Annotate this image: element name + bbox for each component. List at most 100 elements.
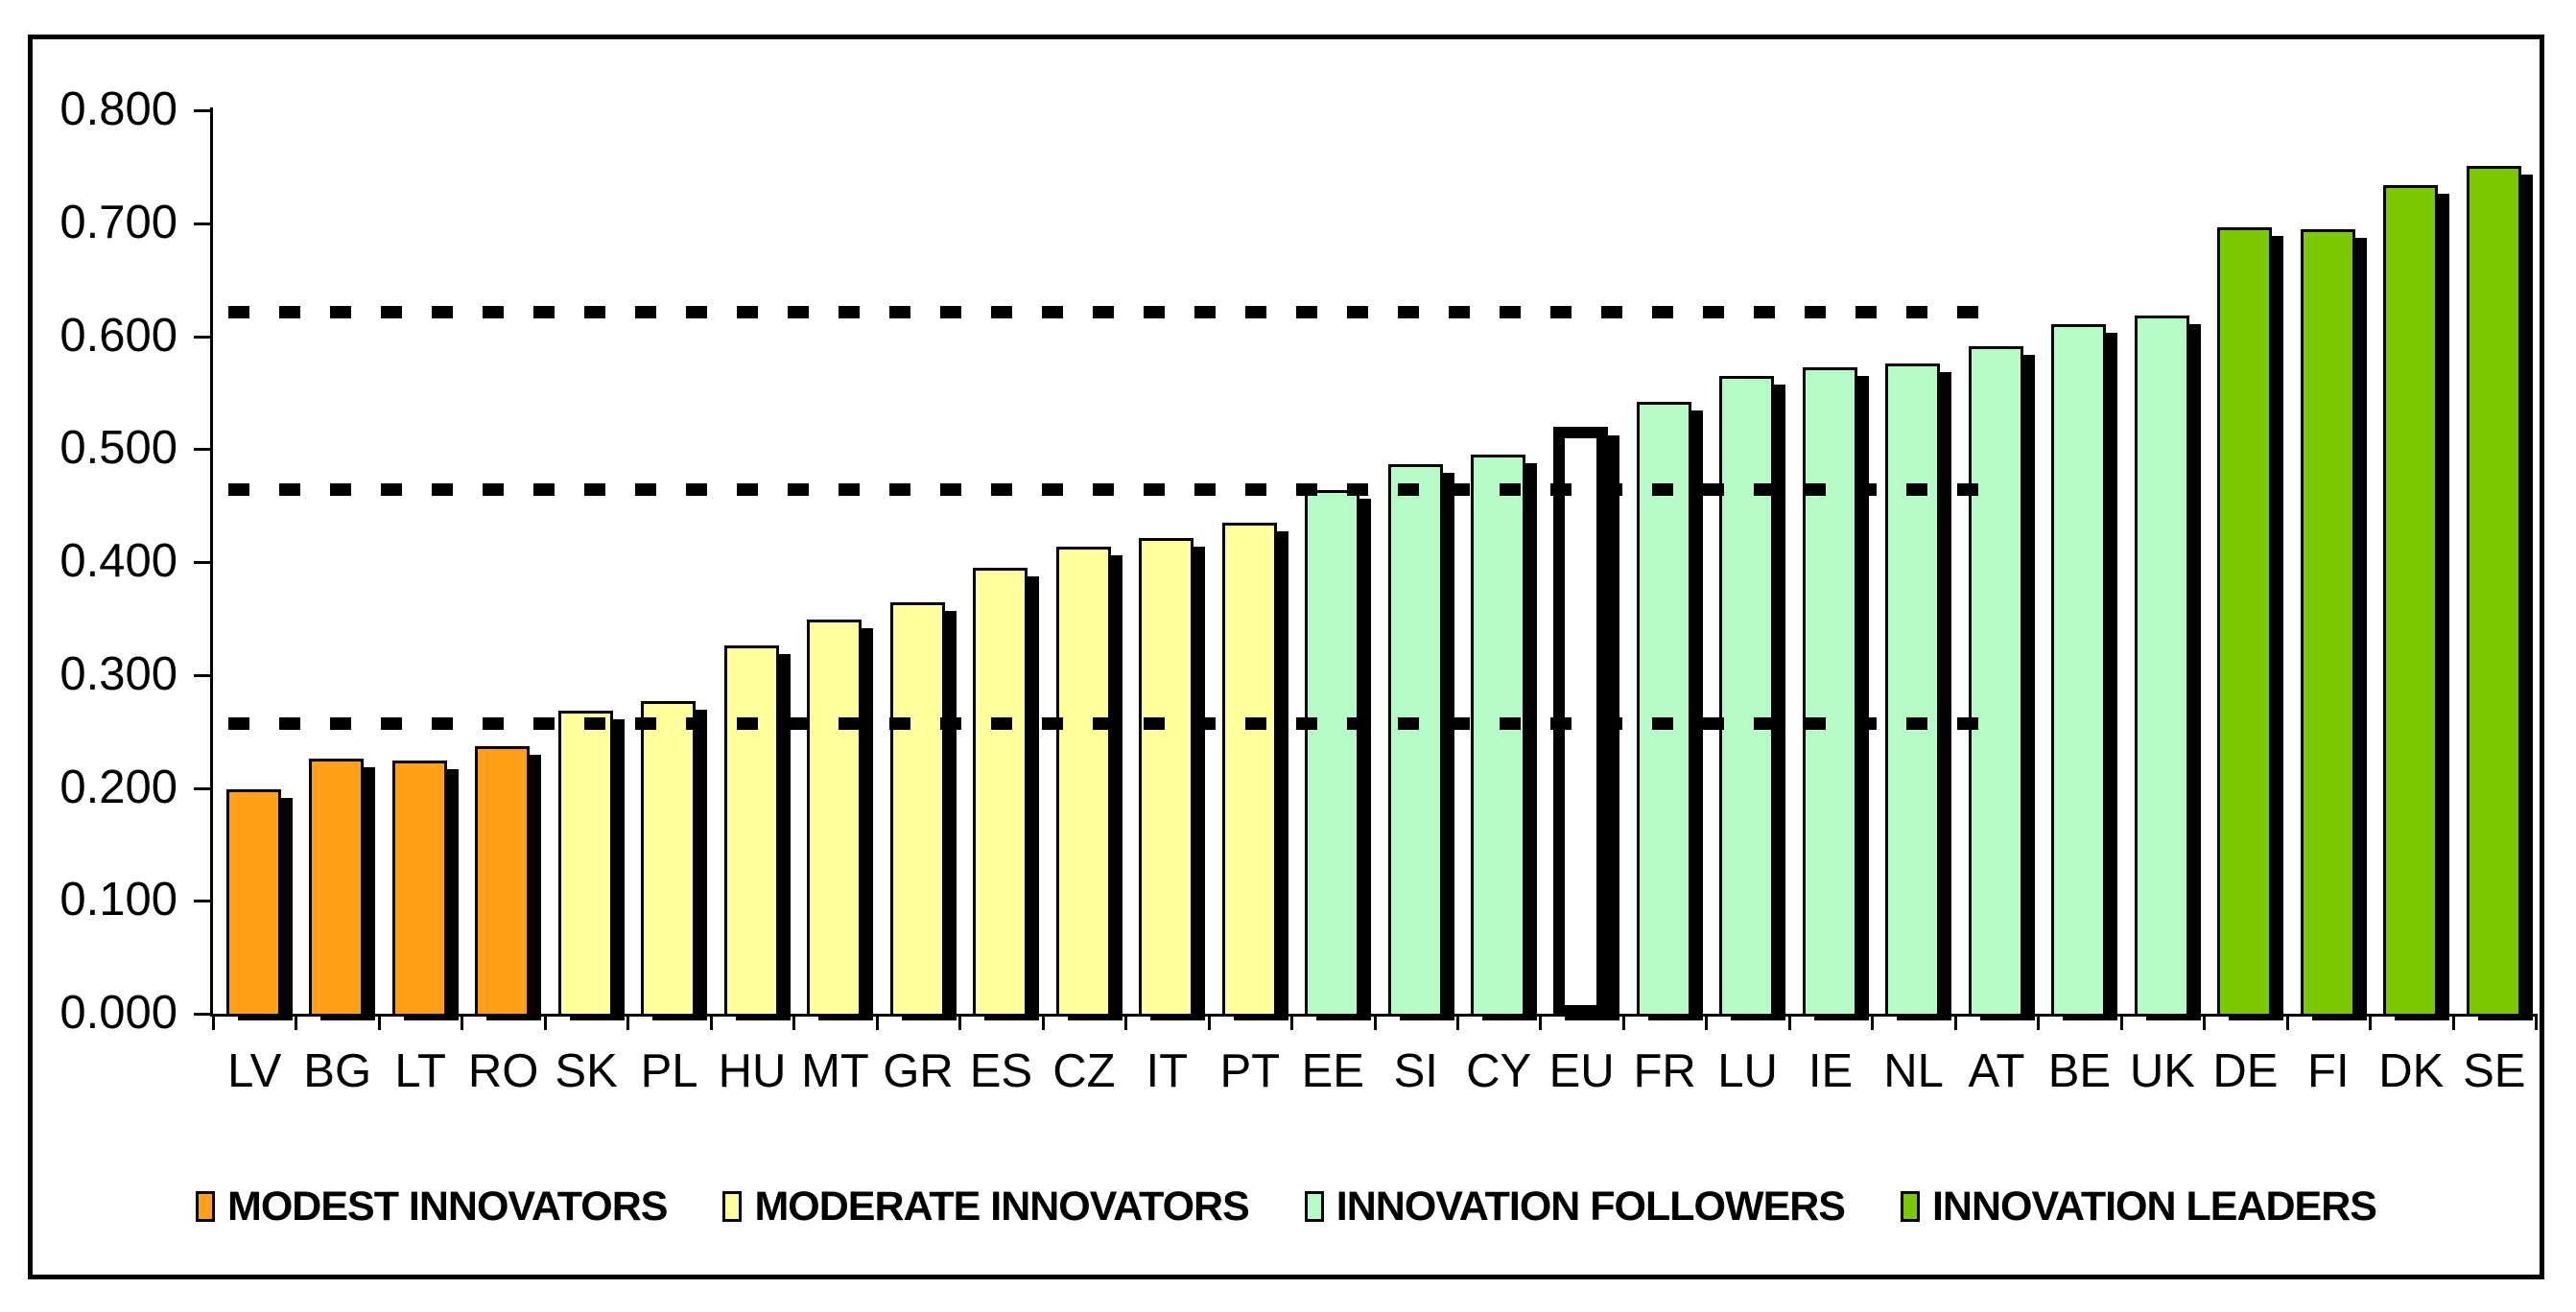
y-tick xyxy=(194,561,210,564)
x-tick xyxy=(2451,1014,2455,1030)
x-category-label: HU xyxy=(718,1045,787,1097)
x-category-label: IE xyxy=(1808,1045,1854,1097)
y-tick xyxy=(194,673,210,677)
x-tick xyxy=(1705,1014,1709,1030)
x-tick xyxy=(1787,1014,1791,1030)
x-category-label: SE xyxy=(2463,1045,2526,1097)
x-category-label: DE xyxy=(2212,1045,2279,1097)
bar-uk xyxy=(2134,316,2189,1017)
legend-label-leaders: INNOVATION LEADERS xyxy=(1931,1183,2377,1230)
x-tick xyxy=(1290,1014,1294,1030)
x-category-label: CY xyxy=(1466,1045,1532,1097)
x-category-label: IT xyxy=(1146,1045,1189,1097)
x-category-label: AT xyxy=(1968,1045,2025,1097)
x-tick xyxy=(1871,1014,1875,1030)
x-tick xyxy=(1373,1014,1377,1030)
bar-fi xyxy=(2300,228,2355,1017)
legend-label-followers: INNOVATION FOLLOWERS xyxy=(1335,1183,1846,1230)
y-tick-label: 0.800 xyxy=(59,83,177,135)
x-category-label: NL xyxy=(1883,1045,1944,1097)
chart-frame xyxy=(28,35,2544,1279)
y-tick-label: 0.200 xyxy=(59,761,177,813)
bar-pt xyxy=(1221,522,1277,1017)
x-tick xyxy=(2119,1014,2123,1030)
x-tick xyxy=(2535,1014,2538,1030)
x-tick xyxy=(212,1014,215,1030)
x-tick xyxy=(1455,1014,1459,1030)
bar-lv xyxy=(226,788,281,1017)
y-axis-line xyxy=(210,107,213,1017)
bar-hu xyxy=(723,645,779,1017)
bar-it xyxy=(1139,538,1194,1017)
x-category-label: CZ xyxy=(1052,1045,1116,1097)
legend-swatch-modest xyxy=(196,1191,216,1222)
x-tick xyxy=(875,1014,879,1030)
legend-label-modest: MODEST INNOVATORS xyxy=(227,1183,668,1230)
y-tick xyxy=(194,109,210,112)
y-tick-label: 0.700 xyxy=(59,196,177,248)
bar-mt xyxy=(807,620,863,1017)
x-tick xyxy=(1621,1014,1625,1030)
bar-nl xyxy=(1885,363,1941,1017)
threshold-dashed-line xyxy=(228,306,1978,319)
x-tick xyxy=(1041,1014,1045,1030)
y-tick xyxy=(194,1013,210,1016)
x-category-label: SI xyxy=(1393,1045,1438,1097)
x-tick xyxy=(461,1014,464,1030)
legend-label-moderate: MODERATE INNOVATORS xyxy=(754,1183,1249,1230)
x-category-label: BG xyxy=(303,1045,372,1097)
x-tick xyxy=(626,1014,630,1030)
threshold-dashed-line xyxy=(228,483,1978,497)
bar-es xyxy=(973,567,1028,1017)
x-tick xyxy=(2203,1014,2207,1030)
x-category-label: EE xyxy=(1301,1045,1364,1097)
bar-cz xyxy=(1055,546,1111,1017)
x-category-label: DK xyxy=(2378,1045,2445,1097)
x-category-label: MT xyxy=(801,1045,869,1097)
x-tick xyxy=(1953,1014,1957,1030)
bar-se xyxy=(2466,165,2521,1017)
x-tick xyxy=(1124,1014,1128,1030)
x-category-label: FR xyxy=(1633,1045,1696,1097)
x-tick xyxy=(2369,1014,2373,1030)
x-category-label: GR xyxy=(883,1045,954,1097)
x-axis-line xyxy=(210,1014,2536,1017)
y-tick-label: 0.300 xyxy=(59,647,177,700)
bar-sk xyxy=(557,711,613,1017)
bar-bg xyxy=(309,758,365,1017)
x-tick xyxy=(2037,1014,2041,1030)
bar-cy xyxy=(1470,455,1525,1017)
legend-item-modest: MODEST INNOVATORS xyxy=(196,1183,668,1230)
y-tick xyxy=(194,900,210,903)
bar-fr xyxy=(1636,401,1691,1017)
legend: MODEST INNOVATORS MODERATE INNOVATORS INNO… xyxy=(33,1182,2540,1231)
x-tick xyxy=(1539,1014,1543,1030)
legend-swatch-moderate xyxy=(722,1191,743,1222)
x-category-label: UK xyxy=(2129,1045,2195,1097)
legend-swatch-followers xyxy=(1304,1191,1324,1222)
x-category-label: LU xyxy=(1717,1045,1778,1097)
y-tick xyxy=(194,448,210,452)
x-tick xyxy=(792,1014,796,1030)
legend-item-leaders: INNOVATION LEADERS xyxy=(1900,1183,2377,1230)
x-category-label: PT xyxy=(1219,1045,1281,1097)
x-tick xyxy=(543,1014,547,1030)
bar-lu xyxy=(1719,375,1775,1017)
y-tick-label: 0.100 xyxy=(59,874,177,926)
bar-at xyxy=(1968,346,2023,1017)
y-tick xyxy=(194,786,210,790)
bar-si xyxy=(1387,463,1443,1017)
bar-pl xyxy=(641,700,697,1017)
legend-swatch-leaders xyxy=(1900,1191,1920,1222)
x-category-label: EU xyxy=(1548,1045,1615,1097)
x-tick xyxy=(2285,1014,2289,1030)
x-tick xyxy=(377,1014,381,1030)
legend-item-followers: INNOVATION FOLLOWERS xyxy=(1304,1183,1846,1230)
y-tick xyxy=(194,335,210,339)
x-category-label: SK xyxy=(555,1045,618,1097)
threshold-dashed-line xyxy=(228,716,1978,730)
legend-item-moderate: MODERATE INNOVATORS xyxy=(722,1183,1250,1230)
x-tick xyxy=(1207,1014,1211,1030)
